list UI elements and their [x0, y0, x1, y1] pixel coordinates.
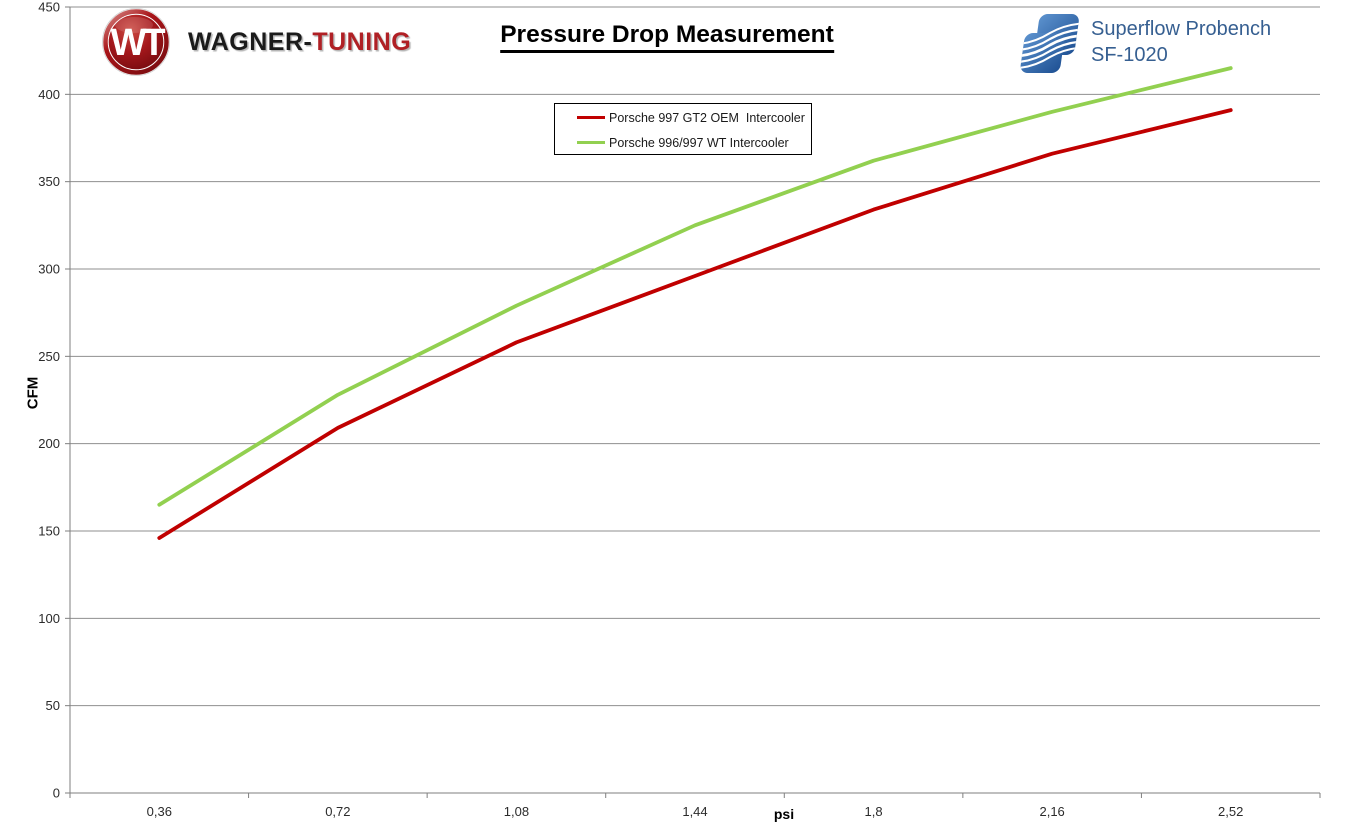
legend-line-red: [577, 116, 605, 119]
superflow-logo: Superflow Probench SF-1020: [1020, 13, 1271, 74]
y-tick-label: 0: [53, 786, 60, 801]
y-tick-label: 350: [38, 174, 60, 189]
y-tick-label: 200: [38, 436, 60, 451]
y-axis-title: CFM: [24, 376, 42, 410]
x-tick-label: 0,36: [147, 804, 172, 819]
y-tick-label: 250: [38, 349, 60, 364]
x-axis-title: psi: [773, 806, 795, 822]
legend-line-green: [577, 141, 605, 144]
y-tick-label: 400: [38, 87, 60, 102]
wagner-logo-text: WAGNER-TUNING: [188, 27, 412, 56]
wagner-logo-icon: WT: [102, 8, 170, 76]
x-tick-label: 2,52: [1218, 804, 1243, 819]
y-tick-label: 150: [38, 524, 60, 539]
superflow-icon: [1020, 14, 1080, 73]
x-tick-label: 0,72: [325, 804, 350, 819]
y-tick-label: 450: [38, 0, 60, 15]
y-tick-label: 100: [38, 611, 60, 626]
x-tick-label: 1,44: [682, 804, 707, 819]
series-line-0: [157, 108, 1233, 540]
y-tick-label: 50: [46, 698, 60, 713]
chart-legend: Porsche 997 GT2 OEM Intercooler Porsche …: [554, 103, 812, 155]
series-line-1: [157, 66, 1233, 507]
superflow-logo-text: Superflow Probench SF-1020: [1091, 18, 1272, 66]
legend-item-oem: Porsche 997 GT2 OEM Intercooler: [577, 105, 811, 130]
x-tick-label: 1,8: [865, 804, 883, 819]
svg-text:WT: WT: [110, 22, 165, 64]
y-tick-label: 300: [38, 262, 60, 277]
wagner-tuning-logo: WT WAGNER-TUNING: [101, 7, 411, 77]
legend-item-wt: Porsche 996/997 WT Intercooler: [577, 130, 811, 155]
x-tick-label: 2,16: [1039, 804, 1064, 819]
x-tick-label: 1,08: [504, 804, 529, 819]
chart-title: Pressure Drop Measurement: [500, 21, 834, 53]
